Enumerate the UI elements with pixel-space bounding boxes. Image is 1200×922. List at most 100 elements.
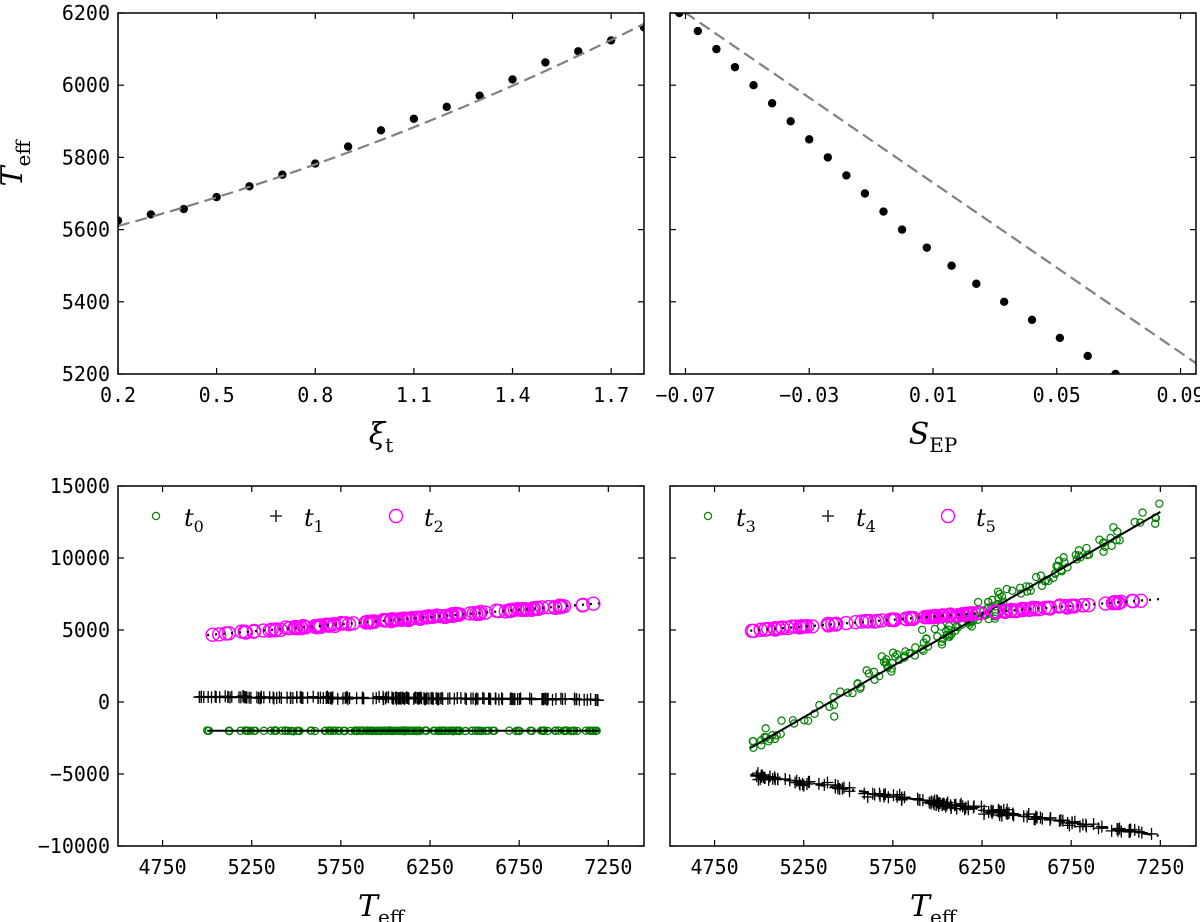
data-point xyxy=(376,126,386,135)
axes-frame xyxy=(669,12,1197,375)
marker-circle xyxy=(777,716,786,725)
fit-line xyxy=(749,511,1161,749)
y-tick-label: 5600 xyxy=(62,218,110,242)
legend-label-sub: 4 xyxy=(866,517,876,536)
marker-plus xyxy=(797,779,810,792)
legend-entry: t1 xyxy=(270,504,324,536)
marker-circle xyxy=(922,634,931,643)
x-tick-label: 4750 xyxy=(138,855,186,879)
legend-label-sub: 2 xyxy=(434,517,444,536)
y-tick-label: 10000 xyxy=(50,546,110,570)
plot-area xyxy=(118,22,644,228)
marker-circle xyxy=(1060,558,1069,567)
x-tick-label: 1.1 xyxy=(396,383,432,407)
y-tick-label: 5400 xyxy=(62,290,110,314)
x-tick-label: 7250 xyxy=(584,855,632,879)
marker-plus xyxy=(1135,826,1148,839)
marker-ring xyxy=(308,619,324,635)
y-axis-label: Teff xyxy=(0,139,35,187)
marker-ring xyxy=(388,508,404,524)
marker-circle xyxy=(993,587,1003,597)
data-point xyxy=(786,117,795,126)
marker-circle xyxy=(888,648,898,657)
x-tick-label: 5250 xyxy=(780,855,828,879)
marker-ring xyxy=(940,508,956,524)
marker-plus xyxy=(1080,820,1093,833)
series-t2-fit xyxy=(207,602,600,637)
marker-circle xyxy=(937,640,947,649)
data-point xyxy=(1139,388,1147,396)
x-axis-label-sub: EP xyxy=(929,433,957,457)
marker-ring xyxy=(820,616,835,632)
marker-circle xyxy=(1052,561,1061,571)
y-tick-label: 5000 xyxy=(62,618,110,642)
panel-p1: 0.2 0.5 0.8 1.1 1.4 1.7 5200 5400 5600 5800 6000 62… xyxy=(0,1,645,457)
marker-ring xyxy=(942,607,958,622)
x-tick-label: 0.05 xyxy=(1033,383,1081,407)
marker-ring xyxy=(320,618,335,633)
marker-plus xyxy=(341,693,354,706)
marker-ring xyxy=(1113,594,1129,610)
marker-plus xyxy=(843,781,856,794)
y-tick-label: 0 xyxy=(98,690,110,714)
legend-label: t5 xyxy=(976,504,996,536)
marker-circle xyxy=(1155,499,1164,508)
x-axis-label-sub: eff xyxy=(378,905,406,922)
marker-plus xyxy=(451,692,464,705)
x-axis-label-sub: t xyxy=(385,433,393,457)
marker-ring xyxy=(1133,593,1149,608)
data-point xyxy=(805,135,814,144)
marker-plus xyxy=(1044,811,1057,824)
marker-circle xyxy=(882,660,891,669)
marker-plus xyxy=(822,510,834,522)
marker-ring xyxy=(1058,598,1074,614)
series-fit xyxy=(118,22,644,228)
marker-circle xyxy=(1109,523,1118,532)
x-axis-label: Teff xyxy=(910,889,958,922)
legend-label-sub: 3 xyxy=(746,517,756,536)
data-point xyxy=(767,99,777,108)
marker-circle xyxy=(864,669,874,678)
legend-label: t2 xyxy=(424,504,444,536)
marker-circle xyxy=(1107,541,1116,551)
x-axis-label: ξt xyxy=(369,417,394,457)
fit-line xyxy=(207,602,600,637)
series-data xyxy=(118,23,644,225)
marker-circle xyxy=(973,597,983,607)
marker-circle xyxy=(882,655,891,664)
marker-ring xyxy=(466,605,482,621)
marker-ring xyxy=(364,614,380,629)
marker-ring xyxy=(867,614,882,629)
marker-ring xyxy=(491,603,506,619)
marker-plus xyxy=(812,777,825,790)
marker-ring xyxy=(859,613,875,629)
marker-ring xyxy=(451,607,466,622)
x-tick-label: 0.09 xyxy=(1156,383,1200,407)
marker-ring xyxy=(795,619,811,634)
legend-label: t0 xyxy=(184,504,204,536)
legend: t3 t4 t5 xyxy=(703,504,996,536)
marker-plus xyxy=(866,787,879,800)
legend-label: t1 xyxy=(304,504,324,536)
legend-label-sub: 5 xyxy=(986,517,996,536)
data-point xyxy=(947,261,956,270)
marker-circle xyxy=(1095,535,1104,544)
data-point xyxy=(343,142,353,151)
panel-p4: 4750 5250 5750 6250 6750 7250 Teff t3 t4 t5 xyxy=(669,485,1197,922)
marker-plus xyxy=(821,776,834,789)
x-tick-label: 5250 xyxy=(228,855,276,879)
data-point xyxy=(508,75,517,84)
x-tick-label: 4750 xyxy=(690,855,738,879)
marker-plus xyxy=(1022,808,1035,821)
series-t4 xyxy=(750,767,1158,840)
marker-ring xyxy=(326,616,342,632)
x-tick-label: −0.03 xyxy=(779,383,839,407)
marker-ring xyxy=(510,601,525,617)
x-tick-label: 1.7 xyxy=(593,383,629,407)
data-point xyxy=(541,58,550,67)
marker-plus xyxy=(1063,819,1076,832)
data-point xyxy=(212,192,221,202)
legend-entry: t5 xyxy=(940,504,996,536)
marker-plus xyxy=(432,693,445,706)
